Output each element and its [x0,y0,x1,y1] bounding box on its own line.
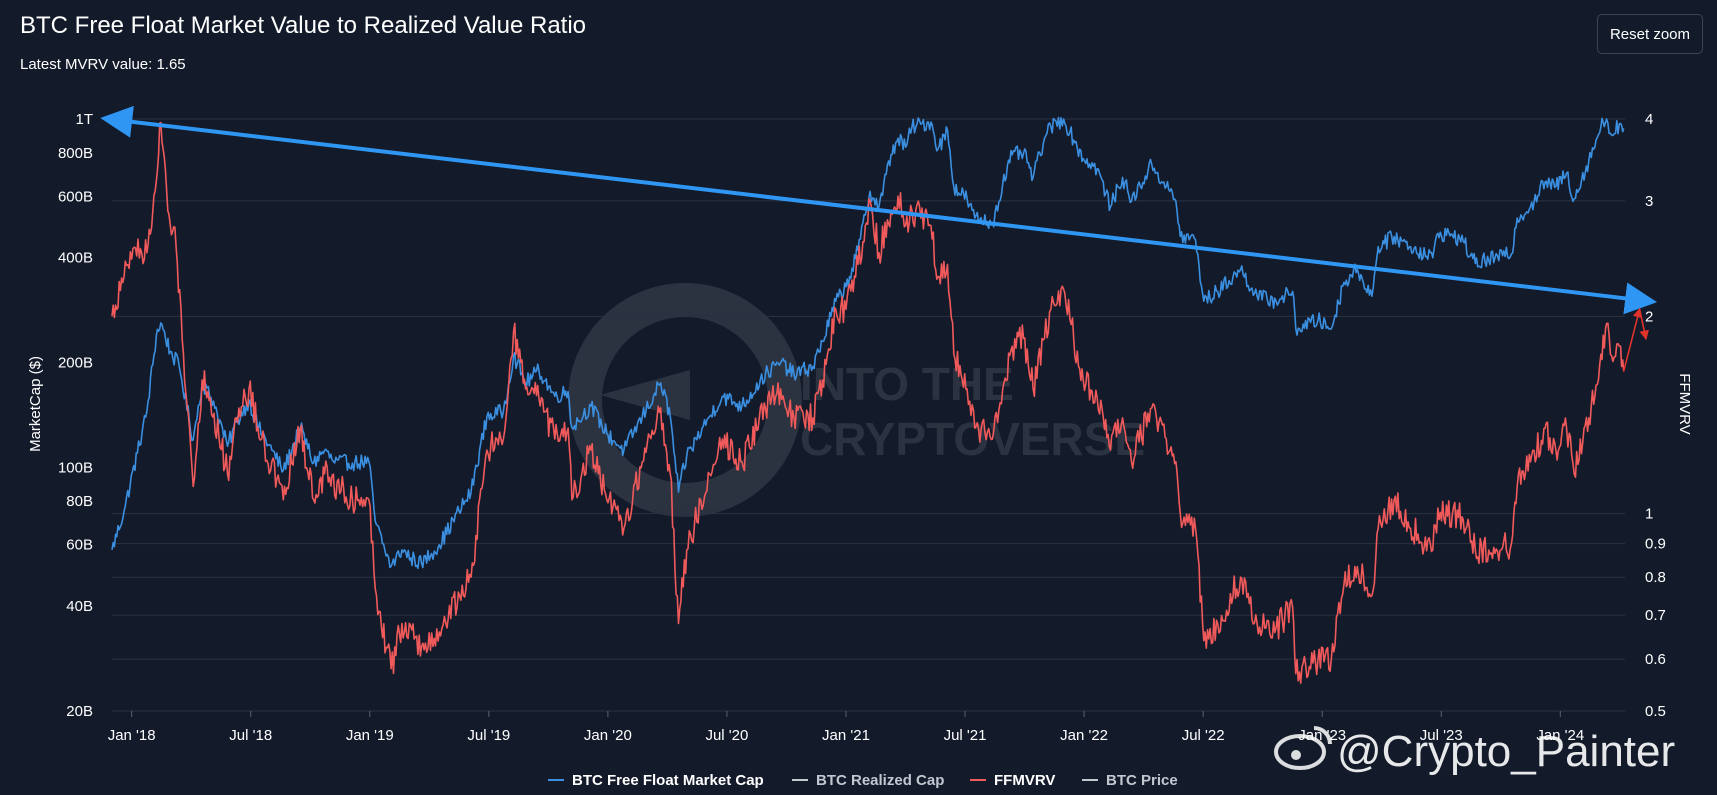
legend-label: BTC Price [1106,772,1178,789]
left-tick-label: 200B [58,355,93,372]
svg-text:INTO THE: INTO THE [800,358,1014,410]
watermark-weibo-logo-icon [1274,726,1332,770]
left-tick-label: 100B [58,459,93,476]
left-tick-label: 80B [66,493,93,510]
left-axis-ticks: 1T 800B 600B 400B 200B 100B 80B 60B 40B 20B [58,111,93,720]
left-tick-label: 400B [58,250,93,267]
x-tick-label: Jul '20 [705,727,748,744]
right-tick-label: 4 [1645,111,1653,128]
x-tick-label: Jul '22 [1182,727,1225,744]
left-tick-label: 40B [66,598,93,615]
x-tick-label: Jan '19 [346,727,394,744]
svg-text:CRYPTOVERSE: CRYPTOVERSE [800,413,1145,465]
reset-zoom-button[interactable]: Reset zoom [1597,14,1703,54]
x-tick-label: Jul '19 [467,727,510,744]
left-axis-title: MarketCap ($) [27,356,44,452]
legend-label: BTC Free Float Market Cap [572,772,764,789]
chart-title: BTC Free Float Market Value to Realized … [20,12,587,39]
legend-label: BTC Realized Cap [816,772,944,789]
legend-item-0[interactable]: BTC Free Float Market Cap [548,772,764,789]
legend-label: FFMVRV [994,772,1055,789]
x-tick-label: Jan '21 [822,727,870,744]
right-tick-label: 3 [1645,193,1653,210]
legend: BTC Free Float Market Cap BTC Realized Ca… [548,772,1178,789]
trend-arrow-line [100,105,1658,315]
left-tick-label: 60B [66,537,93,554]
legend-item-2[interactable]: FFMVRV [970,772,1055,789]
x-tick-label: Jul '23 [1420,727,1463,744]
x-tick-label: Jan '22 [1060,727,1108,744]
chart-subtitle: Latest MVRV value: 1.65 [20,56,186,73]
right-tick-label: 0.6 [1645,651,1666,668]
x-tick-label: Jan '24 [1536,727,1584,744]
x-tick-label: Jul '18 [229,727,272,744]
left-tick-label: 800B [58,145,93,162]
projection-arrow [1638,308,1649,341]
legend-item-1[interactable]: BTC Realized Cap [792,772,944,789]
annotation-layer [100,105,1658,372]
left-tick-label: 1T [75,111,93,128]
x-tick-label: Jan '20 [584,727,632,744]
right-axis-title: FFMVRV [1676,373,1693,434]
right-tick-label: 2 [1645,308,1653,325]
watermark-text: @Crypto_Painter [1337,727,1675,776]
x-tick-label: Jan '18 [108,727,156,744]
right-tick-label: 0.5 [1645,703,1666,720]
left-tick-label: 20B [66,703,93,720]
x-tick-label: Jul '21 [944,727,987,744]
right-tick-label: 1 [1645,506,1653,523]
x-axis-ticks: Jan '18 Jul '18 Jan '19 Jul '19 Jan '20 Jul '… [108,711,1584,744]
right-axis-ticks: 4 3 2 1 0.9 0.8 0.7 0.6 0.5 [1645,111,1666,720]
right-tick-label: 0.8 [1645,569,1666,586]
projection-arrow [1622,307,1643,372]
left-tick-label: 600B [58,188,93,205]
legend-item-3[interactable]: BTC Price [1082,772,1178,789]
right-tick-label: 0.7 [1645,607,1666,624]
right-tick-label: 0.9 [1645,536,1666,553]
x-tick-label: Jan '23 [1298,727,1346,744]
